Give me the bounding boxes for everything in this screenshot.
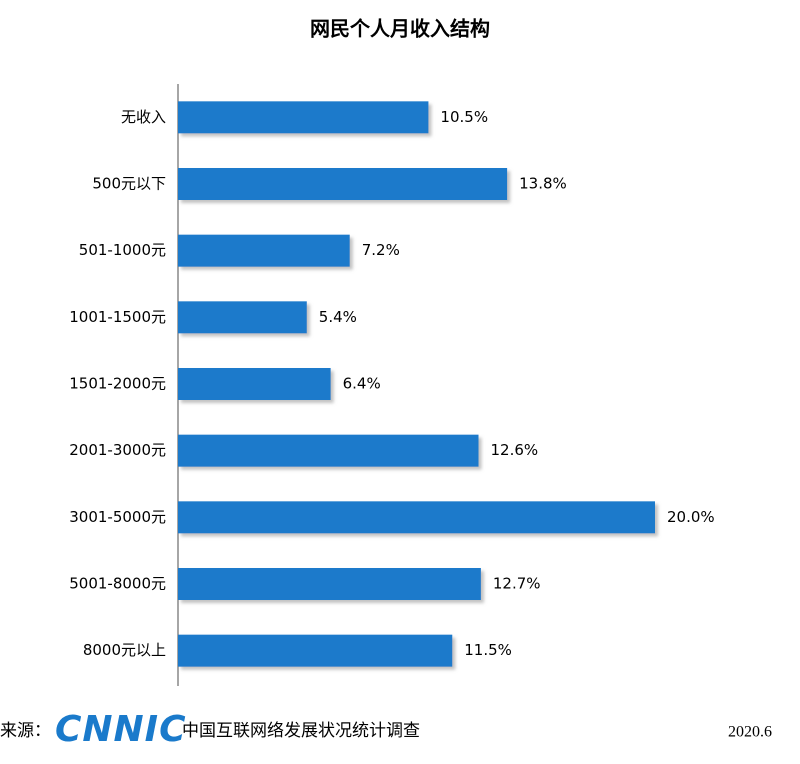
- y-tick-label: 1001-1500元: [69, 308, 166, 326]
- bar: [178, 501, 655, 534]
- y-tick-label: 501-1000元: [79, 241, 166, 259]
- y-tick-label: 3001-5000元: [69, 508, 166, 526]
- bar: [178, 301, 307, 334]
- value-label: 7.2%: [362, 241, 400, 259]
- value-label: 5.4%: [319, 308, 357, 326]
- value-label: 6.4%: [343, 375, 381, 393]
- date: 2020.6: [728, 724, 772, 741]
- y-tick-label: 5001-8000元: [69, 575, 166, 593]
- bar: [178, 368, 331, 400]
- y-tick-label: 2001-3000元: [69, 441, 166, 459]
- y-tick-label: 500元以下: [92, 175, 166, 193]
- value-label: 13.8%: [519, 175, 567, 193]
- bar: [178, 101, 429, 134]
- y-tick-label: 8000元以上: [83, 641, 166, 659]
- source: 中国互联网络发展状况统计调查: [182, 721, 420, 741]
- y-tick-label: 1501-2000元: [69, 375, 166, 393]
- bar: [178, 234, 350, 267]
- value-label: 20.0%: [667, 508, 715, 526]
- bar: [178, 168, 508, 200]
- logo: CNNIC: [55, 709, 187, 750]
- bar: [178, 634, 453, 667]
- chart-title: 网民个人月收入结构: [310, 17, 490, 41]
- bar: [178, 568, 481, 600]
- value-label: 12.7%: [493, 575, 541, 593]
- source-label: 来源：: [0, 721, 51, 741]
- value-label: 10.5%: [440, 108, 488, 126]
- y-tick-label: 无收入: [121, 108, 166, 126]
- value-label: 12.6%: [491, 441, 539, 459]
- bar: [178, 434, 479, 467]
- value-label: 11.5%: [464, 641, 512, 659]
